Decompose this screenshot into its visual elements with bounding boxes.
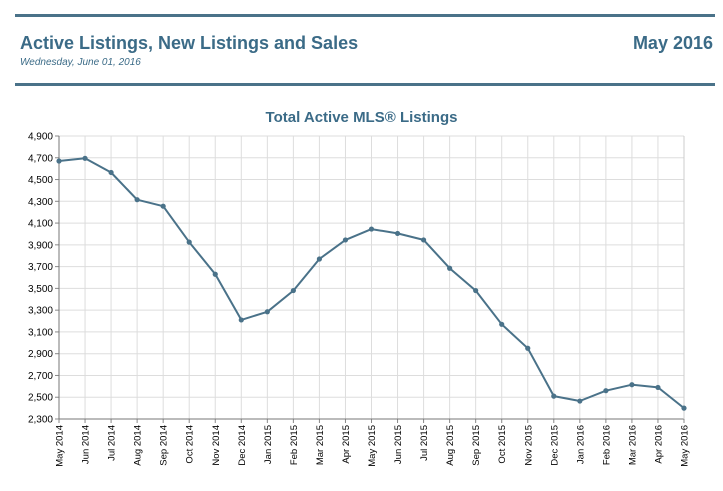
data-point <box>316 256 323 262</box>
y-tick-label: 2,900 <box>28 349 53 360</box>
x-tick-label: Jan 2015 <box>263 425 274 464</box>
data-point <box>186 239 192 245</box>
data-point <box>473 287 479 294</box>
x-tick-label: Feb 2015 <box>289 425 300 465</box>
x-tick-label: Feb 2016 <box>601 425 612 465</box>
data-point <box>264 309 270 315</box>
data-point <box>499 321 505 327</box>
data-point <box>551 393 557 399</box>
data-point <box>212 271 218 277</box>
x-tick-label: Jan 2016 <box>575 425 586 464</box>
y-tick-label: 4,500 <box>28 175 53 186</box>
x-tick-label: May 2014 <box>55 425 66 467</box>
x-tick-label: Apr 2016 <box>653 425 664 464</box>
x-tick-label: May 2016 <box>680 425 691 467</box>
data-point <box>420 237 427 243</box>
report-date: Wednesday, June 01, 2016 <box>20 57 141 68</box>
x-tick-label: Mar 2015 <box>315 425 326 465</box>
gridlines <box>58 135 685 420</box>
x-tick-label: Aug 2015 <box>445 425 456 466</box>
header-top-rule <box>15 14 715 17</box>
y-tick-label: 3,700 <box>28 262 53 273</box>
data-point <box>134 197 140 203</box>
x-tick-label: Dec 2014 <box>237 425 248 466</box>
data-point <box>56 158 62 164</box>
x-tick-label: Jul 2015 <box>419 425 430 461</box>
y-tick-label: 3,500 <box>28 284 53 295</box>
y-tick-label: 2,700 <box>28 371 53 382</box>
data-point <box>603 388 609 394</box>
report-title: Active Listings, New Listings and Sales <box>20 33 359 53</box>
data-point <box>368 226 375 232</box>
x-tick-label: Dec 2015 <box>549 425 560 466</box>
data-point <box>82 155 88 161</box>
data-point <box>681 405 687 411</box>
y-tick-label: 4,900 <box>28 132 53 143</box>
x-tick-label: Sep 2014 <box>159 425 170 466</box>
header-bottom-rule <box>15 83 715 86</box>
data-point <box>238 317 244 323</box>
x-tick-label: Apr 2015 <box>341 425 352 464</box>
y-tick-label: 4,700 <box>28 153 53 164</box>
x-axis-ticks: May 2014 Jun 2014 Jul 2014 Aug 2014 Sep 2014… <box>55 419 691 467</box>
data-point <box>108 169 114 176</box>
x-tick-label: Jul 2014 <box>107 425 118 461</box>
x-tick-label: Nov 2014 <box>211 425 222 466</box>
chart-title: Total Active MLS® Listings <box>265 109 458 126</box>
data-point <box>290 287 296 294</box>
x-tick-label: Sep 2015 <box>471 425 482 466</box>
data-point <box>655 384 661 391</box>
data-point <box>447 265 453 271</box>
y-tick-label: 3,300 <box>28 306 53 317</box>
axes <box>58 136 685 420</box>
y-tick-label: 2,500 <box>28 393 53 404</box>
series-layer <box>56 155 687 411</box>
report-period: May 2016 <box>632 33 713 53</box>
y-tick-label: 3,100 <box>28 327 53 338</box>
data-point <box>577 398 583 404</box>
x-tick-label: Oct 2015 <box>497 425 508 464</box>
x-tick-label: Nov 2015 <box>523 425 534 466</box>
data-point <box>525 345 531 351</box>
x-tick-label: Aug 2014 <box>133 425 144 466</box>
y-tick-label: 4,300 <box>28 197 53 208</box>
x-tick-label: Oct 2014 <box>185 425 196 464</box>
y-axis-ticks: 2,300 2,500 2,700 2,900 3,100 3,300 3,500 3,700… <box>28 132 59 426</box>
y-tick-label: 4,100 <box>28 219 53 230</box>
x-tick-label: May 2015 <box>367 425 378 467</box>
x-tick-label: Mar 2016 <box>627 425 638 465</box>
y-tick-label: 2,300 <box>28 415 53 426</box>
data-point <box>160 203 166 209</box>
data-point <box>629 382 635 388</box>
x-tick-label: Jun 2014 <box>81 425 92 464</box>
x-tick-label: Jun 2015 <box>393 425 404 464</box>
y-tick-label: 3,900 <box>28 240 53 251</box>
data-point <box>342 237 349 243</box>
data-point <box>394 230 401 237</box>
